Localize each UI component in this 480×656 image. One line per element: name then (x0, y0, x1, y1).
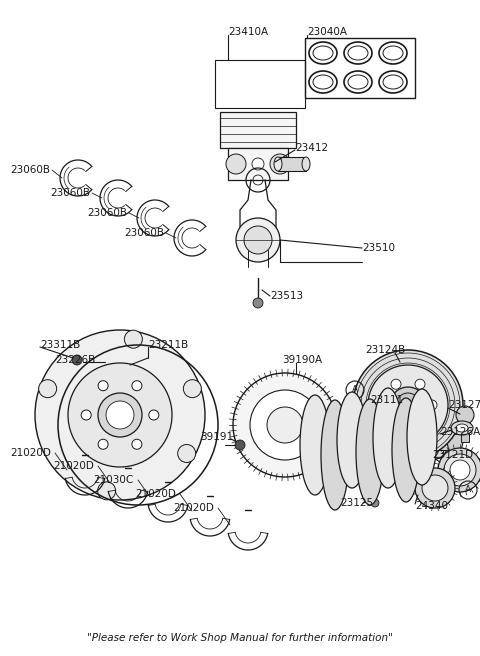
Text: A: A (352, 386, 358, 394)
Circle shape (106, 401, 134, 429)
Text: "Please refer to Work Shop Manual for further information": "Please refer to Work Shop Manual for fu… (87, 633, 393, 643)
Circle shape (391, 379, 401, 389)
Ellipse shape (337, 392, 367, 488)
Text: 21020D: 21020D (173, 503, 214, 513)
Circle shape (371, 499, 379, 507)
Ellipse shape (421, 421, 449, 459)
Polygon shape (411, 413, 416, 476)
Circle shape (98, 380, 108, 391)
Circle shape (178, 445, 196, 462)
Circle shape (236, 218, 280, 262)
Text: 23211B: 23211B (148, 340, 188, 350)
Text: 24340: 24340 (415, 501, 448, 511)
Circle shape (72, 355, 82, 365)
Text: 23121D: 23121D (432, 450, 473, 460)
Circle shape (68, 363, 172, 467)
Circle shape (270, 154, 290, 174)
Circle shape (390, 387, 426, 423)
Bar (305, 38, 415, 98)
Text: 23060B: 23060B (10, 165, 50, 175)
Circle shape (244, 226, 272, 254)
Circle shape (97, 482, 116, 500)
Circle shape (81, 410, 91, 420)
Circle shape (415, 420, 425, 431)
Circle shape (253, 298, 263, 308)
Circle shape (427, 400, 437, 410)
Circle shape (415, 468, 455, 508)
Text: 21030C: 21030C (93, 475, 133, 485)
Circle shape (252, 158, 264, 170)
Text: 23060B: 23060B (124, 228, 164, 238)
Text: 39191: 39191 (200, 432, 233, 442)
Bar (278, 157, 306, 171)
Text: 23060B: 23060B (50, 188, 90, 198)
Bar (435, 426, 455, 450)
Text: 21020D: 21020D (135, 489, 176, 499)
Circle shape (183, 380, 201, 398)
Ellipse shape (373, 388, 403, 488)
Circle shape (226, 154, 246, 174)
Text: 23410A: 23410A (228, 27, 268, 37)
Circle shape (132, 440, 142, 449)
Text: 21020D: 21020D (10, 448, 51, 458)
Text: 23311B: 23311B (40, 340, 80, 350)
Circle shape (391, 420, 401, 431)
Ellipse shape (300, 395, 330, 495)
Ellipse shape (302, 157, 310, 171)
Ellipse shape (392, 398, 420, 502)
Text: 23060B: 23060B (87, 208, 127, 218)
Polygon shape (396, 413, 398, 476)
Text: 23125: 23125 (340, 498, 373, 508)
Text: 23127B: 23127B (448, 400, 480, 410)
Ellipse shape (356, 399, 384, 505)
Text: 23124B: 23124B (365, 345, 405, 355)
Text: 21020D: 21020D (53, 461, 94, 471)
Circle shape (353, 350, 463, 460)
Circle shape (450, 460, 470, 480)
Text: 23510: 23510 (362, 243, 395, 253)
Circle shape (98, 393, 142, 437)
Circle shape (132, 380, 142, 391)
Circle shape (379, 400, 389, 410)
Ellipse shape (321, 400, 349, 510)
Ellipse shape (447, 426, 463, 454)
Circle shape (267, 407, 303, 443)
Bar (228, 148, 288, 180)
Circle shape (98, 440, 108, 449)
Text: 39190A: 39190A (282, 355, 322, 365)
Circle shape (124, 330, 143, 348)
Polygon shape (377, 413, 380, 478)
Circle shape (35, 330, 205, 500)
Ellipse shape (451, 421, 473, 435)
Circle shape (456, 406, 474, 424)
Circle shape (149, 410, 159, 420)
Bar (461, 424, 469, 442)
Ellipse shape (407, 389, 437, 485)
Circle shape (235, 440, 245, 450)
Text: 23040A: 23040A (307, 27, 347, 37)
Bar (215, 60, 305, 108)
Ellipse shape (274, 157, 282, 171)
Circle shape (233, 373, 337, 477)
Circle shape (444, 454, 476, 486)
Circle shape (368, 365, 448, 445)
Polygon shape (341, 416, 345, 483)
Bar (220, 112, 296, 148)
Circle shape (438, 448, 480, 492)
Circle shape (415, 379, 425, 389)
Text: 23226B: 23226B (55, 355, 95, 365)
Polygon shape (360, 416, 362, 478)
Circle shape (422, 475, 448, 501)
Text: A: A (465, 485, 471, 495)
Text: 23111: 23111 (370, 395, 403, 405)
Circle shape (396, 393, 420, 417)
Circle shape (250, 390, 320, 460)
Circle shape (39, 380, 57, 398)
Text: 23513: 23513 (270, 291, 303, 301)
Text: 23126A: 23126A (440, 427, 480, 437)
Ellipse shape (456, 424, 468, 432)
Text: 23412: 23412 (295, 143, 328, 153)
